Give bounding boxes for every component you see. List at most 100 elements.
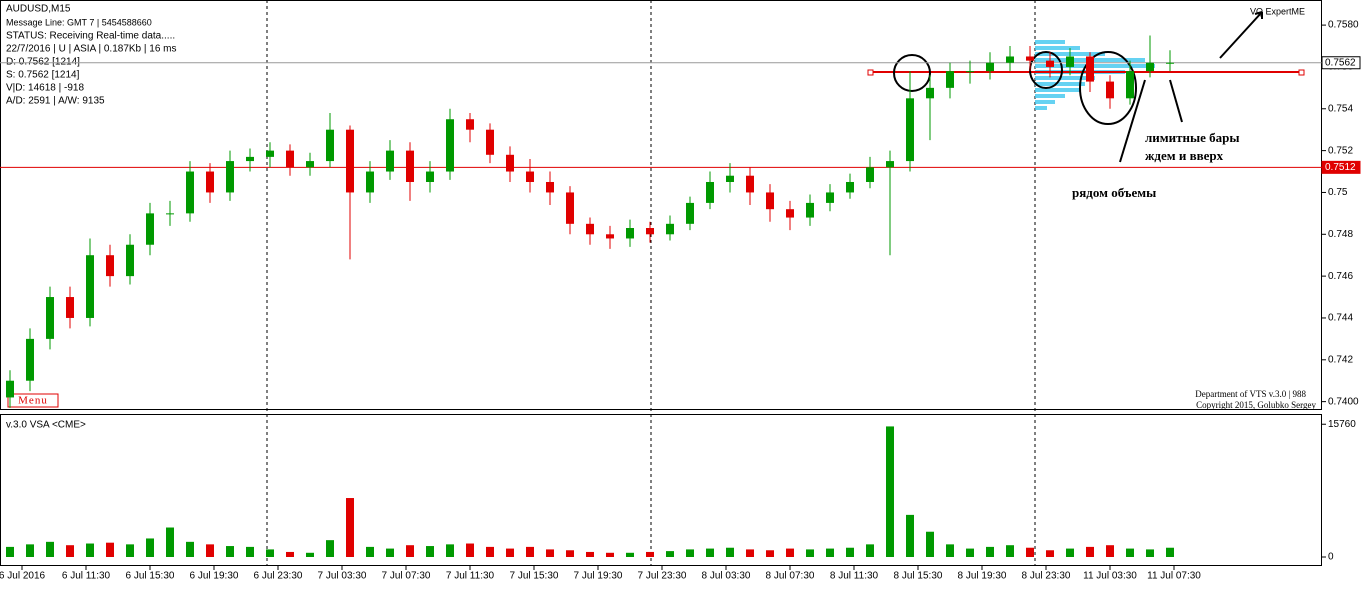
candle-body: [586, 223, 594, 235]
volume-bar: [706, 548, 714, 557]
candle-body: [266, 150, 274, 157]
volume-bar: [666, 551, 674, 557]
candle-body: [606, 234, 614, 239]
y-tick-label: 0.742: [1328, 354, 1353, 365]
volume-bar: [446, 544, 454, 557]
candle-body: [1066, 56, 1074, 67]
candle-body: [86, 255, 94, 318]
candle-body: [126, 244, 134, 277]
candle-body: [786, 209, 794, 218]
candle-body: [566, 192, 574, 224]
volume-bar: [726, 547, 734, 557]
info-line: STATUS: Receiving Real-time data.....: [6, 31, 175, 42]
candle-body: [886, 161, 894, 168]
y-tick-label: 0.7580: [1328, 20, 1359, 31]
annotation: ждем и вверх: [1145, 148, 1224, 163]
volume-bar: [306, 552, 314, 557]
candle-body: [1006, 56, 1014, 63]
candle-body: [846, 181, 854, 193]
volume-bar: [506, 548, 514, 557]
volume-bar: [1046, 550, 1054, 557]
candle-body: [646, 228, 654, 235]
volume-bar: [286, 551, 294, 557]
info-line: D: 0.7562 [1214]: [6, 57, 80, 68]
candle-body: [446, 119, 454, 172]
volume-bar: [906, 514, 914, 557]
volume-bar: [226, 546, 234, 557]
candle-body: [1166, 62, 1174, 64]
expert-label: VQ ExpertME: [1250, 6, 1305, 16]
price-label: 0.7562: [1325, 57, 1356, 68]
volume-bar: [86, 543, 94, 557]
day-separators: [266, 0, 1036, 566]
info-line: 22/7/2016 | U | ASIA | 0.187Kb | 16 ms: [6, 44, 177, 55]
candle-body: [806, 202, 814, 218]
y-tick-label: 15760: [1328, 419, 1356, 430]
volume-bar: [766, 550, 774, 557]
volume-bar: [926, 531, 934, 557]
price-label-box: [1321, 160, 1361, 174]
menu-label[interactable]: Menu: [18, 395, 48, 407]
x-tick-label: 7 Jul 23:30: [638, 571, 687, 582]
volume-bar: [886, 426, 894, 557]
candle-body: [986, 62, 994, 72]
annotation: рядом объемы: [1072, 185, 1156, 200]
volume-bar: [646, 551, 654, 557]
candle-body: [706, 181, 714, 203]
volume-bar: [626, 552, 634, 557]
level-handle: [1298, 69, 1305, 76]
candle-body: [746, 175, 754, 193]
volume-bar: [986, 546, 994, 557]
y-tick-label: 0.752: [1328, 145, 1353, 156]
y-tick-label: 0: [1328, 552, 1334, 563]
candle-body: [26, 338, 34, 381]
volume-bar: [206, 544, 214, 557]
main-frame: [0, 0, 1322, 410]
volume-bar: [786, 548, 794, 557]
volume-bar: [686, 549, 694, 557]
volume-bar: [586, 551, 594, 557]
candle-body: [146, 213, 154, 245]
y-tick-label: 0.75: [1328, 187, 1348, 198]
candle-body: [466, 119, 474, 130]
menu-button[interactable]: [7, 393, 59, 408]
candle-body: [766, 192, 774, 210]
volume-bar: [166, 527, 174, 557]
candle-body: [106, 255, 114, 277]
candle-body: [1026, 56, 1034, 61]
annotation-marks: [893, 11, 1263, 163]
y-tick-label: 0.746: [1328, 271, 1353, 282]
candle-body: [426, 171, 434, 182]
x-tick-label: 7 Jul 15:30: [510, 571, 559, 582]
volume-bar: [6, 546, 14, 557]
x-tick-label: 6 Jul 2016: [0, 571, 46, 582]
candle-body: [186, 171, 194, 214]
candle-body: [726, 175, 734, 182]
candle-body: [826, 192, 834, 203]
volume-bar: [346, 498, 354, 557]
volume-bar: [1166, 547, 1174, 557]
volume-bar: [46, 541, 54, 557]
x-tick-label: 6 Jul 15:30: [126, 571, 175, 582]
volume-bar: [66, 545, 74, 557]
volume-bar: [526, 546, 534, 557]
volume-bar: [826, 548, 834, 557]
x-tick-label: 8 Jul 11:30: [830, 571, 879, 582]
candle-body: [366, 171, 374, 193]
volume-bar: [966, 548, 974, 557]
info-line: S: 0.7562 [1214]: [6, 70, 80, 81]
volume-bar: [246, 546, 254, 557]
volume-bar: [326, 540, 334, 557]
y-tick-label: 0.744: [1328, 313, 1353, 324]
volume-bar: [746, 549, 754, 557]
candle-body: [1126, 71, 1134, 99]
volume-bar: [546, 549, 554, 557]
x-tick-label: 7 Jul 19:30: [574, 571, 623, 582]
candle-body: [1086, 56, 1094, 82]
candle-body: [206, 171, 214, 193]
x-tick-label: 11 Jul 03:30: [1083, 571, 1137, 582]
annotation: лимитные бары: [1145, 130, 1240, 145]
volume-bar: [466, 543, 474, 557]
candle-body: [926, 87, 934, 99]
candle-body: [1106, 81, 1114, 99]
